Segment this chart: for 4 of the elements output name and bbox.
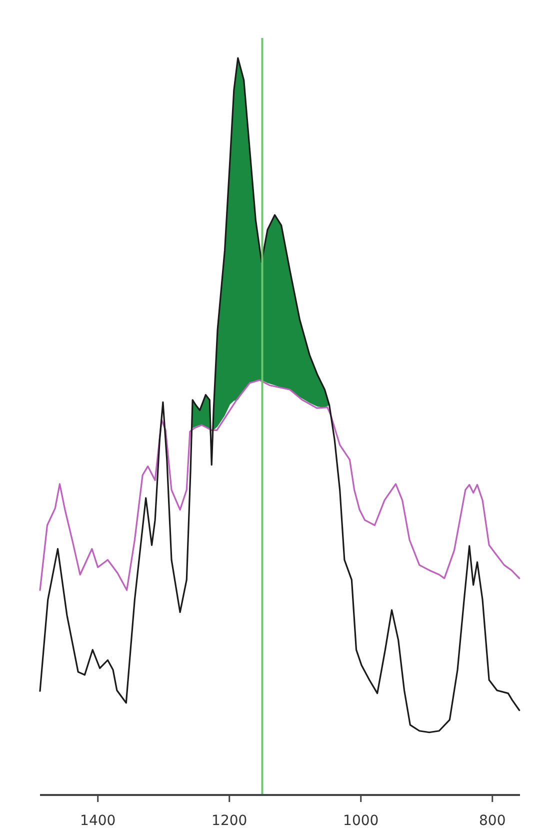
x-tick-label: 1000: [343, 813, 379, 829]
x-tick-label: 1200: [212, 813, 248, 829]
x-tick-label: 1400: [80, 813, 116, 829]
x-tick-label: 800: [479, 813, 506, 829]
